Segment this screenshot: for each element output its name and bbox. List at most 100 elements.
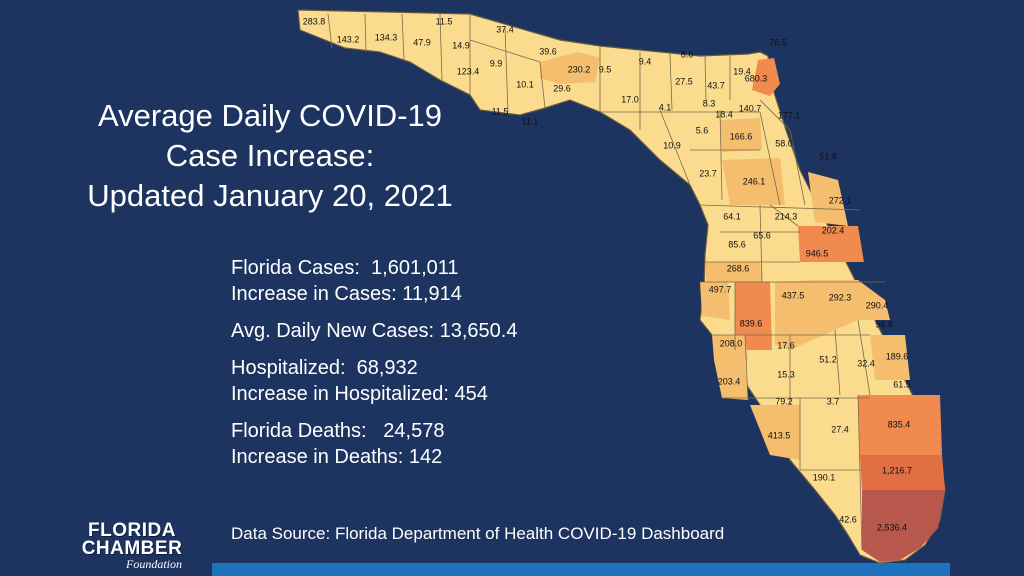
logo-line-chamber: CHAMBER — [81, 538, 183, 559]
title-line-3: Updated January 20, 2021 — [87, 178, 453, 213]
bottom-accent-bar — [212, 563, 950, 576]
county-label: 214.3 — [775, 211, 798, 221]
county-label: 58.0 — [775, 138, 793, 148]
county-label: 246.1 — [743, 176, 766, 186]
county-label: 140.7 — [739, 103, 762, 113]
county-label: 47.9 — [413, 37, 431, 47]
county-shade-413 — [750, 405, 800, 460]
hospitalized-group: Hospitalized: 68,932 Increase in Hospita… — [231, 355, 517, 407]
florida-deaths-text: Florida Deaths: 24,578 — [231, 420, 445, 442]
county-label: 37.4 — [496, 24, 514, 34]
avg-daily-new-cases-text: Avg. Daily New Cases: 13,650.4 — [231, 320, 518, 342]
county-label: 29.6 — [553, 83, 571, 93]
county-shade-1216 — [860, 455, 945, 490]
county-label: 1,216.7 — [882, 465, 912, 475]
florida-cases-text: Florida Cases: 1,601,011 — [231, 257, 459, 279]
florida-chamber-logo: FLORIDA CHAMBER Foundation — [72, 521, 192, 571]
county-shade-497 — [700, 282, 730, 320]
county-shade-246 — [722, 158, 785, 205]
logo-line-foundation: Foundation — [126, 557, 182, 571]
county-shade-189 — [870, 335, 910, 380]
county-boundaries — [327, 13, 885, 551]
county-label: 51.8 — [819, 151, 837, 161]
county-label: 4.1 — [659, 102, 672, 112]
county-label: 143.2 — [337, 34, 360, 44]
county-label: 8.6 — [681, 49, 694, 59]
county-label: 283.8 — [303, 16, 326, 26]
county-label: 11.5 — [492, 106, 509, 116]
county-label: 9.9 — [490, 58, 503, 68]
county-shade-208 — [712, 335, 748, 360]
county-shade-946 — [798, 226, 864, 262]
stats-panel: Florida Cases: 1,601,011 Increase in Cas… — [231, 255, 517, 481]
county-label: 17.6 — [777, 340, 795, 350]
county-label: 43.7 — [707, 80, 725, 90]
county-label: 85.6 — [728, 239, 746, 249]
data-source-text: Data Source: Florida Department of Healt… — [231, 524, 725, 543]
county-label: 11.1 — [522, 116, 539, 126]
county-label: 32.4 — [857, 358, 875, 368]
county-label: 437.5 — [782, 290, 805, 300]
county-label: 65.6 — [753, 230, 771, 240]
county-label: 3.7 — [827, 396, 840, 406]
county-shade-268 — [706, 262, 762, 282]
county-label: 27.5 — [675, 76, 693, 86]
county-label: 9.5 — [599, 64, 612, 74]
county-label: 76.5 — [769, 37, 787, 47]
cases-group: Florida Cases: 1,601,011 Increase in Cas… — [231, 255, 517, 307]
avg-daily-group: Avg. Daily New Cases: 13,650.4 — [231, 318, 517, 344]
county-label: 8.3 — [703, 98, 716, 108]
county-shade-680 — [752, 58, 780, 96]
county-label: 51.2 — [819, 354, 837, 364]
county-label: 835.4 — [888, 419, 911, 429]
county-label: 61.5 — [893, 379, 911, 389]
county-label: 189.6 — [886, 351, 909, 361]
county-label: 290.4 — [866, 300, 889, 310]
county-label: 5.6 — [696, 125, 709, 135]
county-shade-203 — [714, 360, 748, 400]
increase-in-hospitalized-text: Increase in Hospitalized: 454 — [231, 383, 488, 405]
county-label: 98.8 — [875, 319, 893, 329]
county-label: 10.9 — [663, 140, 681, 150]
county-label: 23.7 — [699, 168, 717, 178]
county-label: 190.1 — [813, 472, 836, 482]
county-shade-835 — [858, 395, 942, 455]
county-label: 2,536.4 — [877, 522, 907, 532]
county-labels: 283.8 143.2 134.3 47.9 11.5 14.9 37.4 9.… — [303, 16, 912, 532]
county-label: 166.6 — [730, 131, 753, 141]
county-label: 134.3 — [375, 32, 398, 42]
county-shade-272 — [808, 172, 848, 226]
county-shade-292 — [815, 280, 858, 330]
county-label: 177.1 — [778, 110, 801, 120]
county-label: 946.5 — [806, 248, 829, 258]
county-label: 27.4 — [831, 424, 849, 434]
county-label: 202.4 — [822, 225, 845, 235]
increase-in-deaths-text: Increase in Deaths: 142 — [231, 446, 443, 468]
county-shade-437 — [775, 280, 835, 350]
county-label: 64.1 — [723, 211, 741, 221]
county-label: 680.3 — [745, 73, 768, 83]
county-label: 230.2 — [568, 64, 591, 74]
county-label: 15.3 — [777, 369, 795, 379]
title-line-1: Average Daily COVID-19 — [97, 98, 442, 133]
county-shade-290 — [858, 280, 890, 320]
title-line-2: Case Increase: — [165, 138, 375, 173]
page-title: Average Daily COVID-19 Case Increase: Up… — [40, 96, 500, 216]
county-label: 272.1 — [829, 195, 852, 205]
increase-in-cases-text: Increase in Cases: 11,914 — [231, 283, 462, 305]
county-label: 203.4 — [718, 376, 741, 386]
county-label: 9.4 — [639, 56, 652, 66]
county-label: 268.6 — [727, 263, 750, 273]
county-label: 11.5 — [436, 16, 453, 26]
county-label: 497.7 — [709, 284, 732, 294]
hospitalized-text: Hospitalized: 68,932 — [231, 357, 418, 379]
county-label: 19.4 — [733, 66, 751, 76]
county-label: 79.2 — [775, 396, 793, 406]
county-label: 123.4 — [457, 66, 480, 76]
county-shade-230 — [540, 52, 600, 84]
county-label: 208.0 — [720, 338, 743, 348]
county-shade-2536 — [862, 490, 945, 562]
county-label: 413.5 — [768, 430, 791, 440]
county-shade-839 — [735, 282, 772, 350]
county-label: 10.1 — [516, 79, 534, 89]
